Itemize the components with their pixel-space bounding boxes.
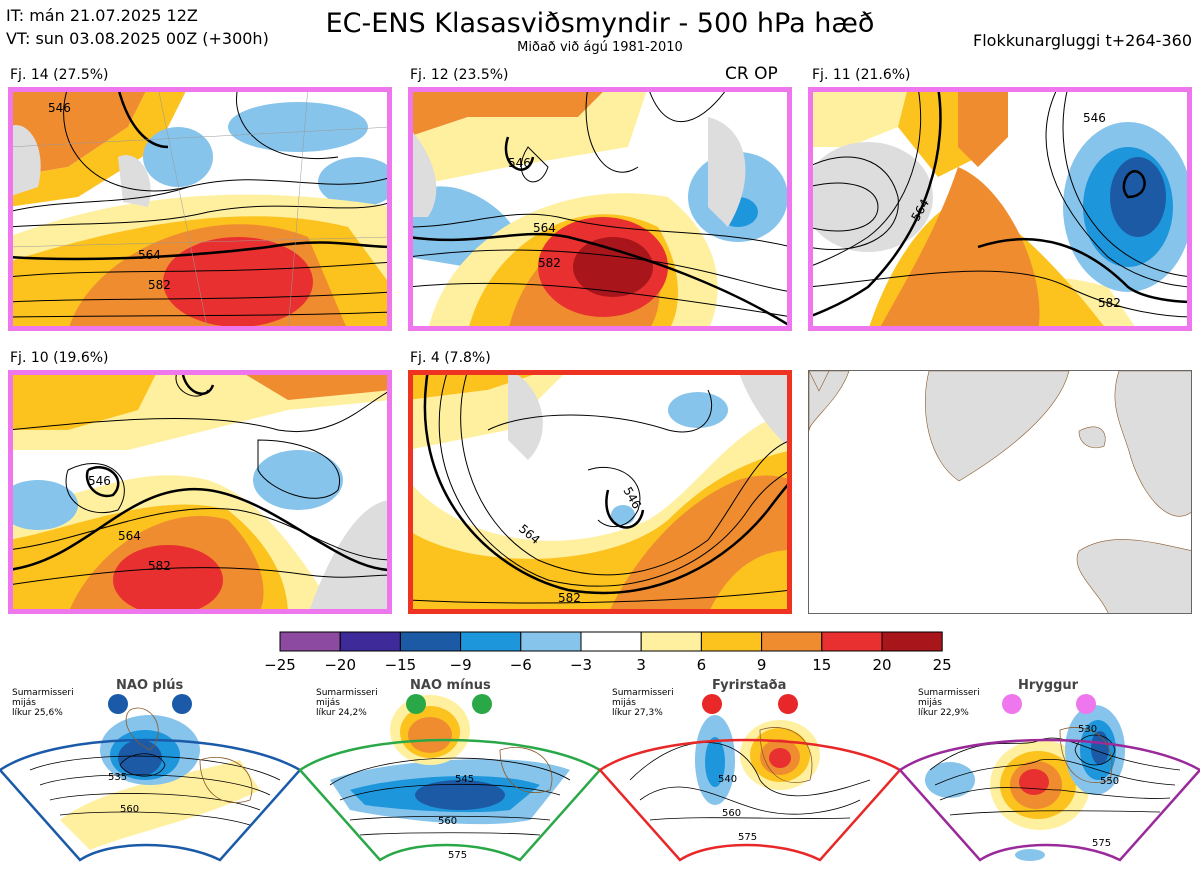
regime-title-nao-plus: NAO plús — [116, 678, 184, 693]
colorbar-box — [460, 631, 522, 652]
cluster-map-3: 564 582 546 — [808, 87, 1192, 331]
regime-contour-label: 575 — [448, 850, 467, 861]
cluster-label-3: Fj. 11 (21.6%) — [812, 67, 911, 83]
colorbar-box — [399, 631, 462, 652]
regime-contour-label: 560 — [120, 804, 139, 815]
cluster-map-2: 564 582 546 — [408, 87, 792, 331]
contour-label: 582 — [538, 256, 561, 270]
cluster-map-5: 564 582 546 — [408, 370, 792, 614]
regime-stats-nao-minus: Sumarmisseri mijás líkur 24,2% — [316, 688, 378, 718]
regime-dot — [778, 694, 798, 714]
colorbar-box — [580, 631, 642, 652]
cluster-border — [8, 87, 392, 331]
regime-dot — [108, 694, 128, 714]
contour-label: 582 — [148, 278, 171, 292]
regime-title-fyrirstada: Fyrirstaða — [712, 678, 787, 693]
regime-dot — [472, 694, 492, 714]
regime-dot — [702, 694, 722, 714]
cluster-map-4: 564 582 546 — [8, 370, 392, 614]
regime-nao-minus: 545 560 575 — [298, 694, 602, 862]
contour-label: 582 — [148, 559, 171, 573]
cluster-border — [808, 87, 1192, 331]
colorbar-box — [881, 631, 943, 652]
colorbar-box — [761, 631, 823, 652]
empty-map-panel — [808, 370, 1192, 614]
cr-op-note: CR OP — [725, 64, 778, 84]
valid-time: VT: sun 03.08.2025 00Z (+300h) — [6, 29, 269, 48]
colorbar-box — [821, 631, 883, 652]
colorbar-box — [640, 631, 702, 652]
cluster-map-1: 564 582 546 — [8, 87, 392, 331]
colorbar-box — [520, 631, 582, 652]
regime-nao-plus: 535 560 — [0, 694, 302, 862]
cluster-label-5: Fj. 4 (7.8%) — [410, 350, 491, 366]
initial-time: IT: mán 21.07.2025 12Z — [6, 6, 198, 25]
contour-label: 546 — [48, 101, 71, 115]
regime-contour-label: 550 — [1100, 776, 1119, 787]
regime-dot — [172, 694, 192, 714]
cluster-label-1: Fj. 14 (27.5%) — [10, 67, 109, 83]
cluster-border — [408, 370, 792, 614]
colorbar-box — [339, 631, 401, 652]
cluster-label-4: Fj. 10 (19.6%) — [10, 350, 109, 366]
cluster-border — [408, 87, 792, 331]
regime-contour-label: 545 — [455, 774, 474, 785]
contour-label: 564 — [533, 221, 556, 235]
regime-dot — [1076, 694, 1096, 714]
colorbar-box — [279, 631, 341, 652]
contour-label: 582 — [558, 591, 581, 605]
regime-panels: 535 560 545 560 575 — [0, 694, 1200, 862]
regime-contour-label: 535 — [108, 772, 127, 783]
colorbar-box — [700, 631, 763, 652]
page-subtitle: Miðað við ágú 1981-2010 — [517, 40, 683, 55]
cluster-border — [8, 370, 392, 614]
classification-window: Flokkunargluggi t+264-360 — [973, 31, 1192, 50]
regime-dot — [406, 694, 426, 714]
regime-dot — [1002, 694, 1022, 714]
contour-label: 546 — [88, 474, 111, 488]
regime-contour-label: 560 — [438, 816, 457, 827]
contour-label: 582 — [1098, 296, 1121, 310]
regime-stats-nao-plus: Sumarmisseri mijás líkur 25,6% — [12, 688, 74, 718]
regime-title-hryggur: Hryggur — [1018, 678, 1079, 693]
regime-contour-label: 530 — [1078, 724, 1097, 735]
cluster-label-2: Fj. 12 (23.5%) — [410, 67, 509, 83]
contour-label: 564 — [138, 248, 161, 262]
regime-contour-label: 575 — [1092, 838, 1111, 849]
regime-title-nao-minus: NAO mínus — [410, 678, 491, 693]
regime-fyrirstada: 540 560 575 — [598, 694, 902, 862]
regime-contour-label: 575 — [738, 832, 757, 843]
page-title: EC-ENS Klasasviðsmyndir - 500 hPa hæð — [325, 8, 875, 39]
contour-label: 546 — [1083, 111, 1106, 125]
contour-label: 546 — [508, 156, 531, 170]
regime-hryggur: 530 550 575 — [898, 694, 1200, 862]
regime-contour-label: 540 — [718, 774, 737, 785]
regime-contour-label: 560 — [722, 808, 741, 819]
contour-label: 564 — [118, 529, 141, 543]
regime-stats-fyrirstada: Sumarmisseri mijás líkur 27,3% — [612, 688, 674, 718]
regime-stats-hryggur: Sumarmisseri mijás líkur 22,9% — [918, 688, 980, 718]
